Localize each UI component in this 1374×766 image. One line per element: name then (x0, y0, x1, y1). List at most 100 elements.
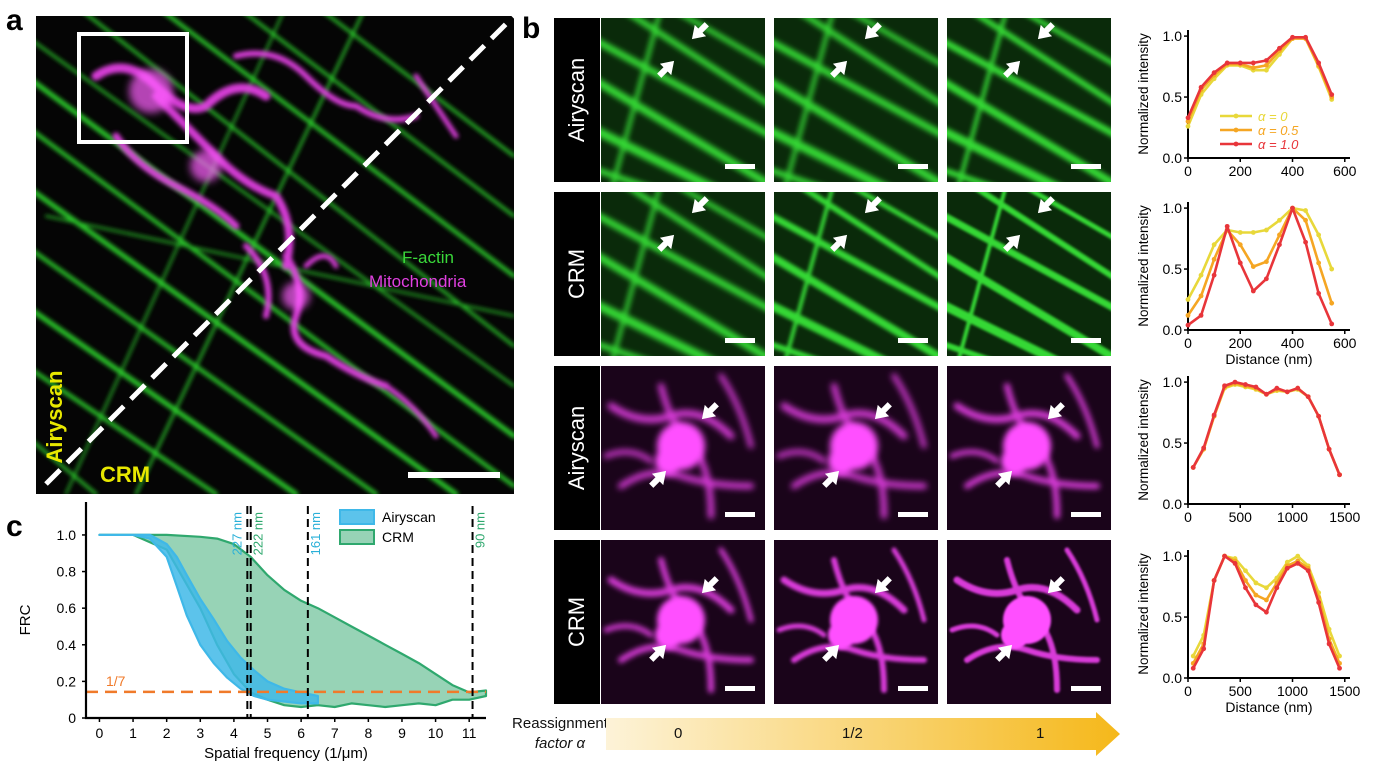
profile-point (1237, 60, 1243, 66)
profile-point (1277, 45, 1282, 51)
scale-bar (725, 164, 755, 169)
profile-point (1303, 217, 1308, 223)
profile-series-line (1192, 554, 1341, 657)
profile-point (1211, 412, 1217, 418)
scale-bar (1071, 164, 1101, 169)
profile-series-line (1186, 206, 1333, 301)
profile-point (1277, 242, 1282, 248)
x-axis-label: Spatial frequency (1/μm) (204, 745, 368, 762)
x-tick-label: 1 (129, 725, 137, 741)
y-tick-label: 0 (68, 710, 76, 726)
profile-point (1253, 592, 1259, 598)
micrograph-tile (774, 18, 938, 182)
reassignment-arrow (606, 712, 1120, 756)
x-tick-label: 500 (1229, 509, 1253, 525)
scale-bar (725, 512, 755, 517)
profile-point (1237, 230, 1243, 235)
row-label-1: Airyscan (554, 18, 600, 182)
reassignment-label-line1: Reassignment (512, 715, 608, 732)
scale-bar (898, 512, 928, 517)
micrograph-tile (601, 18, 765, 182)
profile-point (1290, 34, 1295, 40)
intensity-profile-plot: 0.0 0.5 1.0 0 500 1000 1500 Normalized intensit… (1136, 374, 1361, 525)
profile-point (1185, 297, 1191, 302)
profile-point (1277, 232, 1282, 238)
profile-point (1277, 217, 1282, 223)
profile-point (1190, 653, 1196, 659)
row-label-3: Airyscan (554, 366, 600, 530)
micrograph-tile (774, 366, 938, 530)
profile-point (1201, 445, 1207, 451)
y-tick-label: 1.0 (1163, 28, 1183, 44)
profile-point (1224, 60, 1230, 66)
profile-point (1329, 92, 1335, 98)
x-axis-label: Distance (nm) (1225, 699, 1312, 715)
x-tick-label: 1500 (1329, 509, 1360, 525)
y-tick-label: 0.8 (57, 564, 77, 580)
roi-box (77, 32, 189, 144)
legend-mitochondria: Mitochondria (369, 272, 467, 291)
y-tick-label: 1.0 (1163, 374, 1183, 390)
profile-point (1222, 383, 1227, 389)
legend-swatch (339, 529, 375, 545)
profile-point (1263, 58, 1269, 63)
legend-marker (1233, 113, 1239, 119)
profile-point (1263, 62, 1269, 68)
profile-point (1337, 472, 1342, 478)
resolution-marker-label: 227 nm (229, 512, 244, 555)
profile-point (1243, 585, 1248, 591)
profile-point (1263, 609, 1269, 615)
arrow-tick-0: 0 (674, 725, 683, 742)
y-tick-label: 0.2 (57, 673, 77, 689)
profile-series-line (1192, 382, 1341, 476)
y-tick-label: 0.0 (1163, 496, 1183, 512)
micrograph-tile (601, 540, 765, 704)
profile-point (1185, 115, 1191, 121)
profile-point (1337, 665, 1342, 671)
profile-point (1190, 665, 1196, 671)
y-axis-label: Normalized intensity (1136, 205, 1151, 327)
crm-area (98, 533, 488, 709)
profile-point (1326, 446, 1332, 452)
y-axis-label: FRC (17, 604, 34, 635)
profile-series-line (1192, 383, 1341, 476)
scale-bar (1071, 338, 1101, 343)
profile-point (1253, 580, 1259, 586)
x-tick-label: 0 (1184, 163, 1192, 179)
profile-point (1284, 565, 1290, 571)
x-tick-label: 11 (462, 725, 477, 741)
scale-bar (1071, 512, 1101, 517)
profile-point (1263, 585, 1269, 591)
profile-point (1337, 653, 1342, 659)
y-axis-label: Normalized intensity (1136, 33, 1151, 155)
profile-point (1303, 208, 1308, 213)
scale-bar (898, 164, 928, 169)
profile-point (1237, 260, 1243, 266)
profile-point (1329, 300, 1335, 306)
profile-point (1316, 291, 1322, 296)
profile-point (1253, 384, 1259, 390)
profile-point (1198, 272, 1204, 278)
legend-label: α = 0 (1258, 109, 1288, 124)
scale-bar (898, 686, 928, 691)
profile-point (1274, 585, 1280, 591)
legend-label: Airyscan (382, 509, 436, 525)
scale-bar (408, 472, 500, 478)
y-axis-label: Normalized intensity (1136, 553, 1151, 675)
y-tick-label: 0.4 (57, 637, 77, 653)
x-tick-label: 3 (196, 725, 204, 741)
legend-label: CRM (382, 529, 414, 545)
profile-point (1250, 264, 1256, 270)
x-tick-label: 7 (331, 725, 339, 741)
x-tick-label: 0 (96, 725, 104, 741)
profile-point (1211, 70, 1217, 76)
profile-point (1316, 413, 1322, 419)
profile-point (1243, 382, 1248, 387)
y-tick-label: 0.5 (1163, 435, 1183, 451)
y-tick-label: 0.0 (1163, 150, 1183, 166)
y-tick-label: 0.0 (1163, 670, 1183, 686)
profile-point (1232, 379, 1238, 385)
intensity-profile-plot: 0.0 0.5 1.0 0 500 1000 1500 Normalized intensit… (1136, 548, 1361, 715)
x-tick-label: 500 (1229, 683, 1253, 699)
x-tick-label: 9 (398, 725, 406, 741)
